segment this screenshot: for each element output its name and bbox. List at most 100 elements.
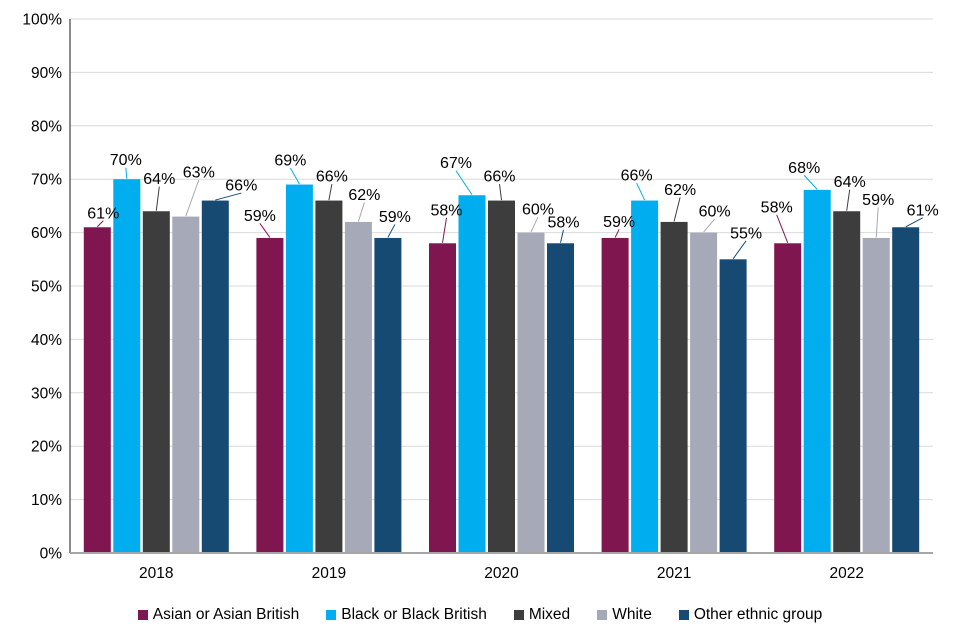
label-leader-line bbox=[875, 207, 879, 238]
bar-black-or-black-british-2020 bbox=[458, 195, 486, 553]
bar-asian-or-asian-british-2019 bbox=[256, 237, 284, 553]
legend-swatch-icon bbox=[597, 610, 608, 620]
bar-value-label: 59% bbox=[379, 209, 411, 226]
y-tick-label: 40% bbox=[31, 332, 62, 349]
x-tick-label-2021: 2021 bbox=[657, 565, 691, 582]
x-tick-label-2020: 2020 bbox=[484, 565, 519, 582]
bar-mixed-2022 bbox=[833, 211, 861, 554]
bar-value-label: 66% bbox=[621, 168, 653, 185]
label-leader-line bbox=[455, 170, 473, 195]
label-leader-line bbox=[673, 197, 681, 222]
bar-asian-or-asian-british-2020 bbox=[429, 243, 456, 553]
bar-white-2019 bbox=[344, 221, 372, 554]
label-leader-line bbox=[96, 220, 104, 228]
y-tick-label: 80% bbox=[31, 118, 62, 135]
bar-value-label: 59% bbox=[603, 214, 635, 231]
bar-value-label: 63% bbox=[183, 165, 215, 182]
label-leader-line bbox=[732, 240, 747, 260]
bar-black-or-black-british-2019 bbox=[285, 184, 313, 554]
label-leader-line bbox=[289, 167, 300, 185]
y-tick-label: 60% bbox=[31, 225, 62, 242]
y-tick-label: 10% bbox=[31, 492, 62, 509]
bar-white-2018 bbox=[172, 216, 200, 553]
bar-mixed-2018 bbox=[142, 211, 170, 554]
bar-value-label: 64% bbox=[143, 171, 175, 188]
legend-item-asian-or-asian-british: Asian or Asian British bbox=[137, 606, 300, 624]
bar-asian-or-asian-british-2018 bbox=[83, 227, 111, 553]
bar-white-2020 bbox=[517, 232, 545, 553]
bar-asian-or-asian-british-2021 bbox=[601, 237, 629, 553]
bar-value-label: 60% bbox=[699, 204, 731, 221]
bar-value-label: 58% bbox=[430, 202, 462, 219]
label-leader-line bbox=[703, 218, 715, 233]
bar-black-or-black-british-2022 bbox=[803, 189, 831, 553]
bar-other-ethnic-group-2022 bbox=[892, 227, 920, 553]
legend-item-label: Other ethnic group bbox=[693, 606, 823, 623]
legend: Asian or Asian British Black or Black Bri… bbox=[0, 598, 960, 632]
bar-value-label: 66% bbox=[316, 169, 348, 186]
y-tick-label: 20% bbox=[31, 439, 62, 456]
bar-black-or-black-british-2021 bbox=[631, 200, 659, 553]
label-leader-line bbox=[185, 179, 200, 217]
bar-asian-or-asian-british-2022 bbox=[774, 243, 802, 553]
label-leader-line bbox=[846, 189, 851, 211]
legend-item-label: Black or Black British bbox=[341, 606, 487, 623]
bar-value-label: 58% bbox=[547, 214, 579, 231]
y-tick-label: 0% bbox=[40, 546, 63, 563]
label-leader-line bbox=[442, 217, 447, 243]
label-leader-line bbox=[387, 224, 396, 238]
label-leader-line bbox=[560, 229, 564, 243]
bar-other-ethnic-group-2019 bbox=[374, 237, 402, 553]
bar-value-label: 62% bbox=[348, 187, 380, 204]
bar-value-label: 69% bbox=[274, 153, 306, 170]
label-leader-line bbox=[530, 216, 539, 233]
y-tick-label: 70% bbox=[31, 172, 62, 189]
legend-item-label: Asian or Asian British bbox=[152, 606, 300, 623]
legend-item-mixed: Mixed bbox=[513, 606, 571, 624]
label-leader-line bbox=[357, 202, 365, 222]
label-leader-line bbox=[125, 167, 128, 179]
label-leader-line bbox=[636, 182, 646, 201]
x-tick-label-2018: 2018 bbox=[139, 565, 173, 582]
bar-white-2022 bbox=[862, 237, 890, 553]
legend-item-white: White bbox=[597, 606, 652, 624]
x-tick-label-2022: 2022 bbox=[829, 565, 863, 582]
bar-value-label: 61% bbox=[907, 202, 939, 219]
legend-item-black-or-black-british: Black or Black British bbox=[326, 606, 487, 624]
legend-swatch-icon bbox=[513, 610, 524, 620]
label-leader-line bbox=[155, 186, 160, 211]
bar-value-label: 55% bbox=[730, 225, 762, 242]
bar-value-label: 68% bbox=[788, 160, 820, 177]
y-tick-label: 50% bbox=[31, 279, 62, 296]
bar-other-ethnic-group-2021 bbox=[719, 259, 747, 553]
legend-item-label: Mixed bbox=[528, 606, 571, 623]
legend-swatch-icon bbox=[137, 610, 148, 620]
bar-value-label: 60% bbox=[522, 202, 554, 219]
bar-black-or-black-british-2018 bbox=[113, 179, 141, 553]
label-leader-line bbox=[215, 192, 242, 201]
legend-item-label: White bbox=[612, 606, 652, 623]
y-tick-label: 30% bbox=[31, 385, 62, 402]
bar-mixed-2020 bbox=[488, 200, 515, 553]
label-leader-line bbox=[259, 223, 271, 238]
label-leader-line bbox=[328, 183, 333, 201]
label-leader-line bbox=[614, 229, 620, 238]
bar-mixed-2019 bbox=[315, 200, 343, 553]
bar-value-label: 70% bbox=[110, 152, 142, 169]
legend-item-other-ethnic-group: Other ethnic group bbox=[678, 606, 823, 624]
bar-value-label: 61% bbox=[87, 205, 119, 222]
label-leader-line bbox=[776, 214, 789, 243]
bar-value-label: 59% bbox=[244, 208, 276, 225]
bar-other-ethnic-group-2018 bbox=[201, 200, 229, 553]
bar-white-2021 bbox=[690, 232, 718, 553]
bar-value-label: 58% bbox=[761, 199, 793, 216]
bar-value-label: 67% bbox=[440, 155, 472, 172]
legend-swatch-icon bbox=[678, 610, 689, 620]
label-leader-line bbox=[803, 175, 818, 190]
plot-area: 0%10%20%30%40%50%60%70%80%90%100%61%70%6… bbox=[22, 12, 939, 583]
bar-value-label: 64% bbox=[834, 174, 866, 191]
bar-value-label: 59% bbox=[862, 192, 894, 209]
x-tick-label-2019: 2019 bbox=[312, 565, 346, 582]
bar-other-ethnic-group-2020 bbox=[547, 243, 574, 553]
